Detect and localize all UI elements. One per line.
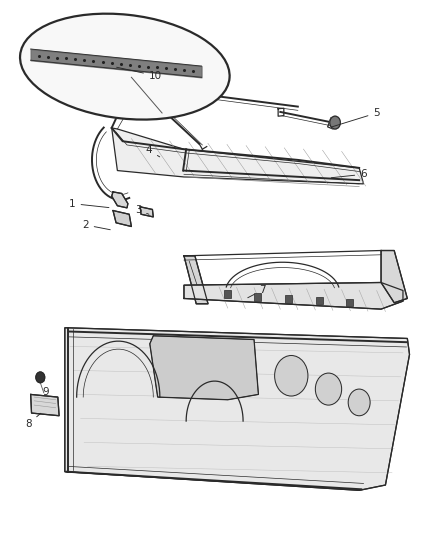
Polygon shape — [184, 282, 403, 309]
Polygon shape — [31, 394, 59, 416]
Circle shape — [36, 372, 45, 383]
Polygon shape — [140, 207, 153, 217]
Bar — [254, 293, 261, 301]
Polygon shape — [113, 211, 131, 227]
Bar — [285, 295, 292, 303]
Ellipse shape — [20, 14, 230, 119]
Text: 2: 2 — [82, 220, 110, 230]
Text: 1: 1 — [69, 199, 109, 208]
Bar — [346, 299, 353, 306]
Circle shape — [315, 373, 342, 405]
Text: 4: 4 — [145, 146, 160, 157]
Polygon shape — [150, 336, 258, 400]
Text: 3: 3 — [134, 205, 149, 215]
Text: 9: 9 — [42, 380, 49, 397]
Polygon shape — [65, 328, 410, 490]
Polygon shape — [112, 192, 128, 208]
Text: 8: 8 — [25, 413, 41, 429]
Circle shape — [275, 356, 308, 396]
Text: 5: 5 — [331, 108, 380, 127]
Bar — [224, 290, 231, 298]
Text: 6: 6 — [331, 169, 367, 179]
Polygon shape — [184, 256, 208, 304]
Text: 10: 10 — [117, 67, 162, 80]
Polygon shape — [381, 251, 407, 303]
Text: 7: 7 — [248, 285, 266, 298]
Circle shape — [348, 389, 370, 416]
Polygon shape — [112, 128, 364, 184]
Bar — [316, 297, 323, 304]
Circle shape — [330, 116, 340, 129]
